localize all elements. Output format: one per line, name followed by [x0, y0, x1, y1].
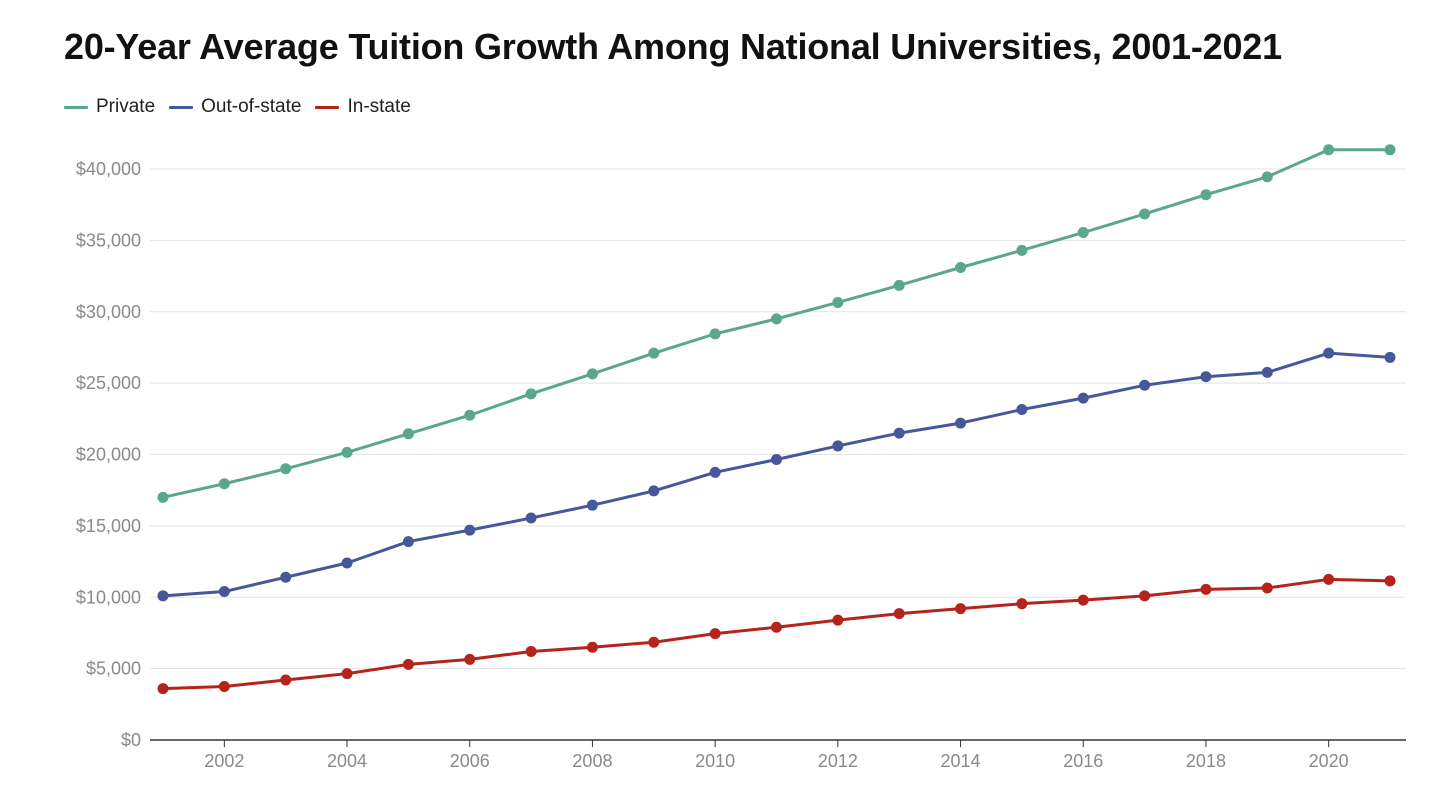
x-tick-label: 2018 — [1186, 751, 1226, 771]
data-point-out-of-state — [525, 512, 537, 524]
legend-swatch-out-of-state — [169, 105, 194, 109]
x-tick-label: 2002 — [204, 751, 244, 771]
data-point-out-of-state — [771, 453, 782, 465]
y-tick-label: $25,000 — [76, 373, 141, 393]
data-point-in-state — [1323, 573, 1335, 585]
data-point-out-of-state — [280, 571, 292, 583]
data-point-out-of-state — [218, 586, 230, 598]
x-tick-label: 2006 — [450, 751, 490, 771]
data-point-private — [893, 279, 905, 291]
legend-item-private: Private — [64, 96, 155, 118]
legend-item-out-of-state: Out-of-state — [169, 96, 301, 118]
data-point-in-state — [648, 636, 660, 648]
data-point-private — [402, 428, 414, 440]
legend-label: Out-of-state — [201, 96, 302, 117]
data-point-private — [586, 368, 598, 380]
data-point-out-of-state — [893, 427, 905, 439]
x-tick-label: 2004 — [327, 751, 367, 771]
data-point-in-state — [280, 674, 292, 686]
x-tick-label: 2014 — [941, 751, 981, 771]
legend-swatch-in-state — [315, 105, 340, 109]
data-point-private — [464, 409, 476, 421]
data-point-out-of-state — [402, 536, 414, 548]
data-point-in-state — [1077, 594, 1089, 606]
data-point-in-state — [464, 653, 476, 665]
data-point-private — [341, 446, 353, 458]
data-point-out-of-state — [464, 524, 476, 536]
data-point-in-state — [955, 603, 967, 615]
data-point-private — [1323, 144, 1335, 156]
legend: Private Out-of-state In-state — [64, 96, 425, 118]
data-point-in-state — [402, 658, 414, 670]
data-point-out-of-state — [586, 499, 598, 511]
data-point-private — [1261, 171, 1273, 183]
y-tick-label: $0 — [121, 730, 141, 750]
data-point-out-of-state — [955, 417, 967, 429]
data-point-private — [218, 478, 230, 490]
x-tick-label: 2020 — [1309, 751, 1349, 771]
data-point-in-state — [1261, 582, 1273, 594]
data-point-private — [280, 463, 292, 475]
data-point-out-of-state — [1323, 347, 1335, 359]
data-point-in-state — [1384, 575, 1396, 587]
data-point-in-state — [1139, 590, 1151, 602]
data-point-in-state — [771, 621, 782, 633]
data-point-out-of-state — [1261, 366, 1273, 378]
legend-label: Private — [96, 96, 156, 117]
chart-title: 20-Year Average Tuition Growth Among Nat… — [64, 26, 1282, 67]
data-point-out-of-state — [1139, 379, 1151, 391]
data-point-out-of-state — [648, 485, 660, 497]
data-point-out-of-state — [1200, 371, 1212, 383]
y-tick-label: $20,000 — [76, 445, 141, 465]
x-tick-label: 2008 — [572, 751, 612, 771]
data-point-in-state — [1200, 583, 1212, 595]
data-point-out-of-state — [1016, 404, 1028, 416]
data-point-private — [1139, 208, 1151, 220]
data-point-private — [1200, 189, 1212, 201]
y-tick-label: $30,000 — [76, 302, 141, 322]
data-point-in-state — [218, 680, 230, 692]
data-point-private — [525, 388, 537, 400]
y-tick-label: $10,000 — [76, 587, 141, 607]
legend-item-in-state: In-state — [315, 96, 411, 118]
y-tick-label: $35,000 — [76, 230, 141, 250]
data-point-private — [771, 313, 782, 325]
data-point-in-state — [1016, 598, 1028, 610]
legend-label: In-state — [347, 96, 411, 117]
data-point-out-of-state — [709, 466, 721, 478]
y-tick-label: $40,000 — [76, 159, 141, 179]
data-point-private — [1384, 144, 1396, 156]
x-tick-label: 2012 — [818, 751, 858, 771]
data-point-private — [1077, 227, 1089, 239]
data-point-private — [709, 328, 721, 340]
data-point-out-of-state — [1077, 392, 1089, 404]
data-point-out-of-state — [157, 590, 169, 602]
data-point-in-state — [341, 668, 353, 680]
data-point-in-state — [709, 628, 721, 640]
data-point-in-state — [832, 614, 844, 626]
data-point-private — [832, 296, 844, 308]
data-point-private — [157, 491, 169, 503]
data-point-out-of-state — [1384, 351, 1396, 363]
x-tick-label: 2016 — [1063, 751, 1103, 771]
data-point-in-state — [586, 641, 598, 653]
x-tick-label: 2010 — [695, 751, 735, 771]
y-tick-label: $15,000 — [76, 516, 141, 536]
data-point-out-of-state — [832, 440, 844, 452]
data-point-out-of-state — [341, 557, 353, 569]
data-point-in-state — [525, 645, 537, 657]
legend-swatch-private — [64, 105, 88, 109]
y-tick-label: $5,000 — [86, 659, 141, 679]
data-point-in-state — [893, 608, 905, 620]
data-point-private — [1016, 244, 1028, 256]
data-point-in-state — [157, 683, 169, 695]
data-point-private — [648, 347, 660, 359]
data-point-private — [955, 261, 967, 273]
